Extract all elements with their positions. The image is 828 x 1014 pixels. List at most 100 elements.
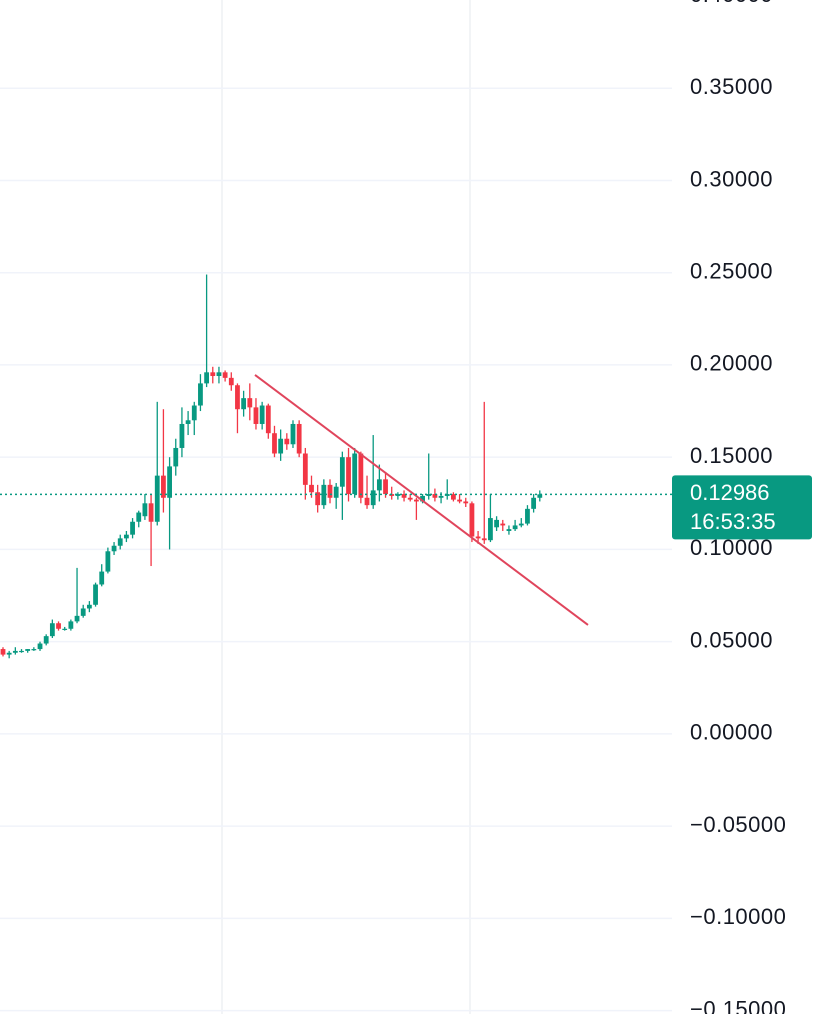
candle-body	[216, 372, 222, 377]
candle-body	[358, 453, 364, 498]
candle-body	[241, 398, 247, 410]
candle-body	[426, 494, 432, 496]
candle-body	[154, 475, 160, 522]
candle-body	[383, 479, 388, 495]
y-tick-label: 0.00000	[690, 720, 773, 745]
candle-body	[19, 650, 24, 653]
candle-body	[272, 433, 277, 454]
candle-body	[278, 438, 284, 454]
y-tick-label: 0.20000	[690, 351, 773, 376]
candle-body	[296, 423, 302, 454]
candle-body	[191, 405, 197, 421]
y-tick-label: −0.10000	[690, 904, 786, 929]
candle-body	[457, 499, 462, 502]
candle-body	[309, 484, 314, 493]
candle-body	[537, 494, 543, 498]
candle-body	[56, 623, 61, 629]
candle-body	[364, 497, 370, 506]
y-tick-label: −0.15000	[690, 996, 786, 1014]
candle-body	[420, 495, 425, 502]
candle-body	[413, 499, 419, 502]
candle-body	[80, 608, 86, 616]
candle-body	[31, 649, 37, 651]
candle-body	[37, 643, 43, 650]
last-price-label: 0.12986	[690, 480, 770, 505]
candle-body	[185, 420, 191, 424]
candle-body	[346, 457, 351, 495]
candle-body	[352, 453, 358, 495]
candle-body	[475, 536, 481, 539]
candle-body	[167, 466, 172, 498]
candle-body	[376, 479, 382, 491]
candle-body	[198, 383, 203, 406]
candle-body	[179, 423, 185, 448]
candle-body	[512, 525, 518, 530]
candle-body	[401, 494, 407, 498]
candle-body	[265, 405, 271, 434]
y-tick-label: 0.15000	[690, 443, 773, 468]
candle-body	[117, 538, 123, 546]
price-tag	[672, 475, 812, 540]
candle-body	[142, 503, 148, 517]
candle-body	[86, 604, 92, 609]
candle-body	[395, 494, 401, 496]
candle-body	[333, 486, 339, 498]
y-tick-label: 0.25000	[690, 259, 773, 284]
candle-body	[68, 621, 74, 629]
y-tick-label: 0.30000	[690, 166, 773, 191]
candle-body	[463, 501, 469, 504]
candle-body	[481, 538, 487, 541]
candle-body	[228, 377, 234, 386]
candle-body	[451, 494, 456, 500]
candle-body	[327, 484, 333, 498]
candle-body	[99, 571, 105, 585]
candle-body	[290, 423, 296, 445]
candle-body	[407, 497, 413, 500]
candle-body	[12, 650, 18, 653]
candle-body	[438, 495, 444, 498]
candle-body	[259, 405, 265, 424]
candle-body	[370, 490, 376, 506]
candle-body	[531, 497, 537, 509]
candle-body	[315, 492, 321, 506]
candle-body	[302, 453, 308, 485]
candle-body	[136, 512, 142, 522]
candle-body	[506, 529, 512, 531]
candle-body	[173, 447, 179, 467]
y-tick-label: −0.05000	[690, 812, 786, 837]
candle-body	[0, 649, 6, 655]
candle-body	[525, 508, 530, 524]
candle-body	[93, 584, 98, 605]
y-tick-label: 0.05000	[690, 627, 773, 652]
candle-body	[62, 628, 68, 630]
candle-body	[74, 615, 80, 622]
candle-body	[148, 503, 154, 522]
candle-body	[130, 521, 135, 535]
candle-body	[124, 534, 129, 539]
candle-body	[161, 475, 166, 498]
candle-body	[247, 398, 253, 408]
candle-body	[500, 523, 506, 526]
candle-body	[235, 385, 240, 410]
candle-body	[204, 372, 210, 384]
countdown-label: 16:53:35	[690, 509, 776, 534]
candle-body	[105, 551, 111, 572]
candle-body	[518, 523, 524, 526]
candle-body	[210, 372, 216, 377]
candle-body	[432, 494, 438, 498]
candle-body	[494, 519, 499, 528]
trend-line	[254, 374, 589, 626]
candle-body	[284, 438, 290, 445]
candle-body	[469, 503, 475, 537]
candle-body	[25, 649, 31, 651]
candle-body	[253, 407, 259, 424]
candle-body	[6, 652, 12, 655]
candle-body	[49, 623, 55, 637]
candle-body	[444, 494, 450, 496]
candle-body	[43, 636, 49, 644]
candle-body	[111, 545, 117, 552]
candle-body	[321, 484, 327, 506]
candle-body	[222, 372, 228, 378]
